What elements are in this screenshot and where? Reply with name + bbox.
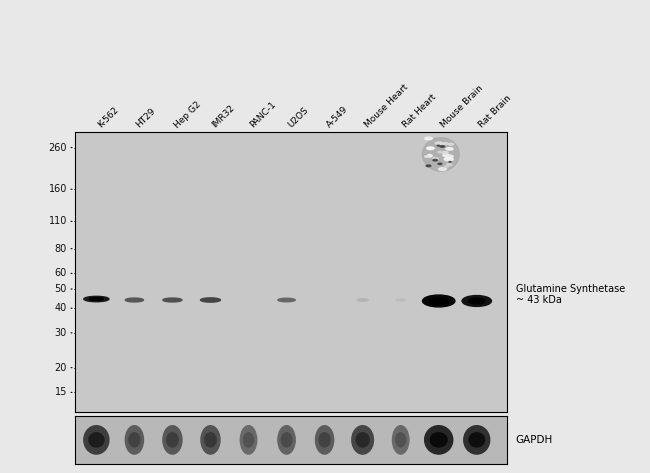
Ellipse shape xyxy=(356,433,369,447)
Text: Glutamine Synthetase
~ 43 kDa: Glutamine Synthetase ~ 43 kDa xyxy=(515,283,625,305)
Ellipse shape xyxy=(436,142,443,144)
Ellipse shape xyxy=(396,299,406,301)
Ellipse shape xyxy=(426,165,431,166)
Text: Rat Heart: Rat Heart xyxy=(400,93,437,130)
Ellipse shape xyxy=(125,426,144,454)
Ellipse shape xyxy=(424,426,453,454)
Ellipse shape xyxy=(278,426,295,454)
Ellipse shape xyxy=(437,145,440,146)
Ellipse shape xyxy=(240,426,257,454)
Ellipse shape xyxy=(448,143,454,145)
Ellipse shape xyxy=(201,298,220,302)
Ellipse shape xyxy=(443,154,449,157)
Ellipse shape xyxy=(428,155,432,156)
Text: 40: 40 xyxy=(55,303,67,313)
Ellipse shape xyxy=(163,298,182,302)
Ellipse shape xyxy=(281,433,292,447)
Ellipse shape xyxy=(449,161,451,162)
Ellipse shape xyxy=(433,159,437,161)
Ellipse shape xyxy=(244,433,254,447)
Text: 80: 80 xyxy=(55,244,67,254)
Ellipse shape xyxy=(442,151,448,154)
Ellipse shape xyxy=(469,433,484,447)
Text: K-562: K-562 xyxy=(96,105,121,130)
Ellipse shape xyxy=(278,298,295,302)
Ellipse shape xyxy=(84,426,109,454)
Ellipse shape xyxy=(125,298,144,302)
Text: HT29: HT29 xyxy=(135,107,157,130)
Text: Rat Brain: Rat Brain xyxy=(476,94,513,130)
Ellipse shape xyxy=(393,426,409,454)
Ellipse shape xyxy=(438,163,442,165)
Ellipse shape xyxy=(422,138,460,171)
Ellipse shape xyxy=(430,298,448,304)
Ellipse shape xyxy=(425,137,432,140)
Text: A-549: A-549 xyxy=(324,105,350,130)
Ellipse shape xyxy=(319,433,330,447)
Ellipse shape xyxy=(89,433,104,447)
Text: Hep G2: Hep G2 xyxy=(172,99,203,130)
Ellipse shape xyxy=(201,426,220,454)
Text: 50: 50 xyxy=(55,284,67,294)
Ellipse shape xyxy=(430,433,447,447)
Ellipse shape xyxy=(439,167,447,170)
Ellipse shape xyxy=(352,426,374,454)
Ellipse shape xyxy=(84,296,109,302)
Text: PANC-1: PANC-1 xyxy=(248,100,278,130)
Ellipse shape xyxy=(358,299,368,301)
Text: Mouse Heart: Mouse Heart xyxy=(363,83,410,130)
Text: 30: 30 xyxy=(55,328,67,338)
Ellipse shape xyxy=(445,155,453,158)
Text: 260: 260 xyxy=(49,142,67,152)
Text: 60: 60 xyxy=(55,268,67,279)
Text: U2OS: U2OS xyxy=(287,105,311,130)
Ellipse shape xyxy=(469,298,485,304)
Text: IMR32: IMR32 xyxy=(211,104,237,130)
Text: 110: 110 xyxy=(49,216,67,227)
Ellipse shape xyxy=(426,147,434,149)
Text: 160: 160 xyxy=(49,184,67,194)
Ellipse shape xyxy=(167,433,178,447)
Ellipse shape xyxy=(464,426,489,454)
Ellipse shape xyxy=(422,295,455,307)
Ellipse shape xyxy=(396,433,406,447)
Ellipse shape xyxy=(205,433,216,447)
Ellipse shape xyxy=(445,166,448,167)
Ellipse shape xyxy=(462,296,491,307)
Ellipse shape xyxy=(440,146,445,147)
Ellipse shape xyxy=(438,151,441,153)
Ellipse shape xyxy=(446,148,453,150)
Text: Mouse Brain: Mouse Brain xyxy=(439,84,485,130)
Ellipse shape xyxy=(443,143,448,145)
Text: 20: 20 xyxy=(55,363,67,373)
Ellipse shape xyxy=(444,158,453,161)
Text: GAPDH: GAPDH xyxy=(515,435,553,445)
Ellipse shape xyxy=(427,155,432,157)
Ellipse shape xyxy=(315,426,333,454)
Ellipse shape xyxy=(129,433,140,447)
Ellipse shape xyxy=(90,298,103,300)
Ellipse shape xyxy=(447,164,452,166)
Text: 15: 15 xyxy=(55,387,67,397)
Ellipse shape xyxy=(163,426,182,454)
Ellipse shape xyxy=(433,158,438,160)
Ellipse shape xyxy=(424,156,428,157)
